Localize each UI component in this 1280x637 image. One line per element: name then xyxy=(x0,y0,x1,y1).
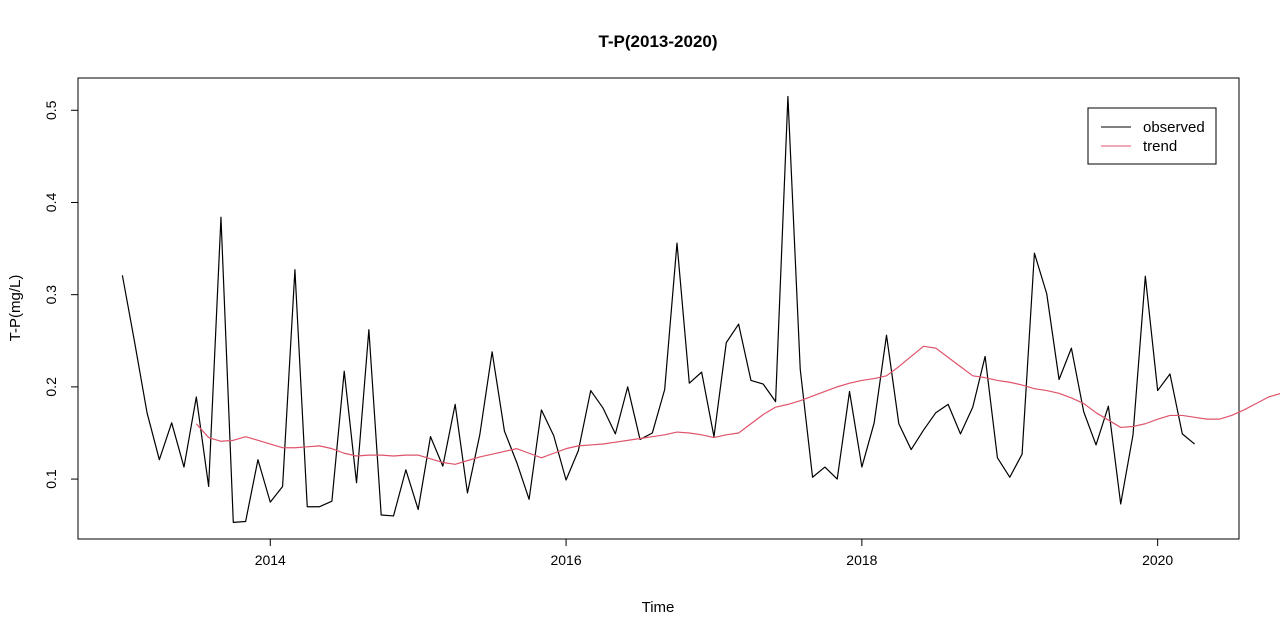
y-tick-label: 0.2 xyxy=(43,377,59,397)
plot-frame xyxy=(77,77,1240,540)
y-tick-label: 0.3 xyxy=(43,285,59,305)
y-axis-label: T-P(mg/L) xyxy=(7,275,24,342)
chart-title: T-P(2013-2020) xyxy=(598,32,717,51)
x-axis-label: Time xyxy=(642,599,675,616)
x-tick-label: 2018 xyxy=(846,552,877,568)
y-tick-label: 0.1 xyxy=(43,469,59,489)
x-tick-label: 2020 xyxy=(1142,552,1173,568)
y-axis: 0.1 0.2 0.3 0.4 0.5 xyxy=(43,100,78,489)
x-axis: 2014 2016 2018 2020 xyxy=(255,539,1173,568)
y-tick-label: 0.4 xyxy=(43,193,59,213)
y-tick-label: 0.5 xyxy=(43,100,59,120)
legend-box xyxy=(1087,107,1217,165)
legend-observed-label: observed xyxy=(1143,119,1205,136)
series-line-trend xyxy=(195,345,1280,465)
series-line-observed xyxy=(121,95,1196,524)
legend: observed trend xyxy=(1087,107,1217,165)
series-layer xyxy=(121,95,1280,524)
x-tick-label: 2014 xyxy=(255,552,286,568)
x-tick-label: 2016 xyxy=(550,552,581,568)
legend-trend-label: trend xyxy=(1143,138,1177,155)
